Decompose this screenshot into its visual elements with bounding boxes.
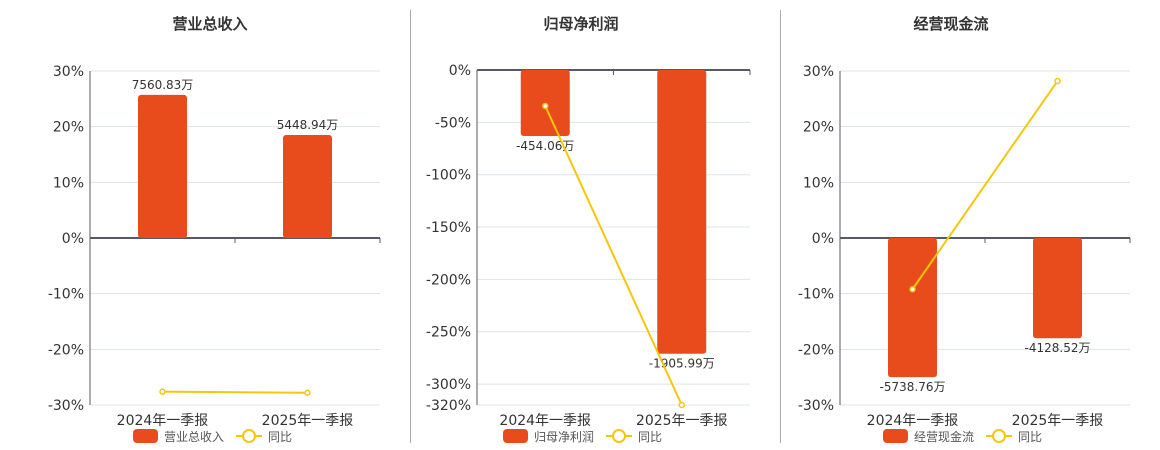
y-tick-label: 20% — [803, 120, 834, 136]
y-tick-label: -30% — [48, 398, 84, 414]
bar-value-label: 7560.83万 — [132, 78, 194, 92]
y-tick-label: -250% — [426, 325, 471, 341]
bar — [888, 238, 937, 378]
legend-line-label[interactable]: 同比 — [638, 429, 663, 444]
y-tick-label: -100% — [426, 168, 471, 184]
y-tick-label: -50% — [435, 115, 471, 131]
x-category-label: 2025年一季报 — [262, 413, 354, 429]
y-tick-label: -320% — [426, 398, 471, 414]
legend-bar-label[interactable]: 经营现金流 — [914, 429, 975, 444]
bar-value-label: -4128.52万 — [1025, 341, 1091, 355]
y-tick-label: 20% — [53, 120, 84, 136]
bar-value-label: 5448.94万 — [277, 118, 339, 132]
y-tick-label: 30% — [53, 64, 84, 80]
yoy-point-marker — [159, 388, 166, 395]
bar-legend-swatch-icon[interactable] — [883, 429, 908, 443]
yoy-line — [162, 390, 308, 394]
legend-line-label[interactable]: 同比 — [268, 429, 293, 444]
x-category-label: 2025年一季报 — [1012, 413, 1104, 429]
bar — [283, 135, 332, 238]
yoy-point-marker — [1054, 77, 1061, 85]
yoy-point-marker — [909, 285, 916, 293]
chart-panel-revenue: 营业总收入 30% 20% 10% 0% -10% -20% -30% 7560.83万 202… — [0, 0, 400, 450]
y-tick-label: 10% — [803, 175, 834, 191]
bar-value-label: -5738.76万 — [880, 380, 946, 394]
y-tick-label: -10% — [798, 287, 834, 303]
yoy-line — [911, 80, 1059, 290]
panel-divider — [780, 10, 781, 443]
x-category-label: 2025年一季报 — [636, 413, 728, 429]
bar — [1033, 238, 1082, 339]
yoy-point-marker — [678, 401, 685, 409]
chart-legend: 经营现金流 同比 — [883, 427, 1042, 445]
y-tick-label: -300% — [426, 377, 471, 393]
chart-title: 营业总收入 — [172, 15, 248, 33]
chart-title: 经营现金流 — [913, 15, 989, 33]
legend-bar-label[interactable]: 营业总收入 — [164, 429, 225, 444]
legend-bar-label[interactable]: 归母净利润 — [534, 429, 595, 444]
chart-legend: 归母净利润 同比 — [503, 427, 662, 445]
y-tick-label: 0% — [449, 63, 471, 79]
line-legend-marker-icon[interactable] — [606, 429, 633, 443]
chart-plot: 0% -50% -100% -150% -200% -250% -300% -320% -454… — [426, 63, 751, 429]
x-category-label: 2024年一季报 — [867, 413, 959, 429]
y-tick-label: 0% — [812, 231, 834, 247]
y-tick-label: 30% — [803, 64, 834, 80]
y-tick-label: -150% — [426, 220, 471, 236]
y-tick-label: -20% — [48, 342, 84, 358]
x-category-label: 2024年一季报 — [117, 413, 209, 429]
x-category-label: 2024年一季报 — [499, 413, 591, 429]
line-legend-marker-icon[interactable] — [236, 429, 263, 443]
yoy-point-marker — [542, 102, 549, 110]
bar-legend-swatch-icon[interactable] — [133, 429, 158, 443]
chart-panel-net-profit: 归母净利润 0% -50% -100% -150% -200% -250% -300% -32… — [426, 15, 751, 445]
legend-line-label[interactable]: 同比 — [1018, 429, 1043, 444]
chart-plot: 30% 20% 10% 0% -10% -20% -30% 7560.83万 2024年一季报 5… — [48, 64, 381, 429]
bar-legend-swatch-icon[interactable] — [503, 429, 528, 443]
bar — [138, 94, 187, 238]
y-tick-label: 10% — [53, 175, 84, 191]
bar — [657, 70, 707, 354]
line-legend-marker-icon[interactable] — [986, 429, 1013, 443]
chart-title: 归母净利润 — [543, 15, 619, 33]
y-tick-label: -30% — [798, 398, 834, 414]
yoy-point-marker — [304, 389, 311, 397]
y-tick-label: -200% — [426, 272, 471, 288]
yoy-line — [544, 105, 683, 406]
y-tick-label: 0% — [62, 231, 84, 247]
bar-value-label: -454.06万 — [516, 139, 574, 153]
y-tick-label: -20% — [798, 342, 834, 358]
chart-legend: 营业总收入 同比 — [133, 427, 292, 445]
panel-divider — [410, 10, 411, 443]
y-tick-label: -10% — [48, 287, 84, 303]
